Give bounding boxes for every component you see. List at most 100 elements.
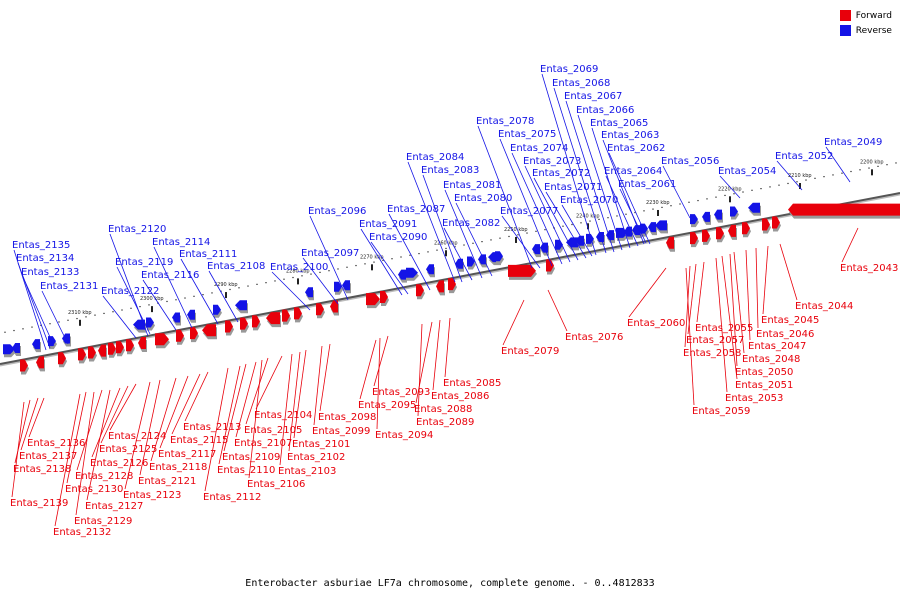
gene-label[interactable]: Entas_2104 bbox=[254, 410, 312, 421]
gene-label[interactable]: Entas_2137 bbox=[19, 451, 77, 462]
reverse-gene-arrow[interactable] bbox=[690, 214, 698, 225]
gene-label[interactable]: Entas_2055 bbox=[695, 323, 753, 334]
reverse-gene-arrow[interactable] bbox=[632, 225, 640, 236]
reverse-gene-arrow[interactable] bbox=[3, 344, 15, 355]
reverse-gene-arrow[interactable] bbox=[146, 317, 154, 328]
gene-label[interactable]: Entas_2132 bbox=[53, 527, 111, 538]
gene-label[interactable]: Entas_2107 bbox=[234, 438, 292, 449]
reverse-gene-arrow[interactable] bbox=[648, 222, 656, 233]
gene-label[interactable]: Entas_2069 bbox=[540, 64, 598, 75]
gene-label[interactable]: Entas_2075 bbox=[498, 129, 556, 140]
reverse-gene-arrow[interactable] bbox=[187, 309, 195, 320]
gene-label[interactable]: Entas_2066 bbox=[576, 105, 634, 116]
gene-label[interactable]: Entas_2095 bbox=[358, 400, 416, 411]
gene-label[interactable]: Entas_2086 bbox=[431, 391, 489, 402]
forward-gene-arrow[interactable] bbox=[666, 236, 674, 249]
reverse-gene-arrow[interactable] bbox=[398, 269, 406, 280]
forward-gene-arrow[interactable] bbox=[788, 203, 900, 216]
gene-label[interactable]: Entas_2058 bbox=[683, 348, 741, 359]
gene-label[interactable]: Entas_2059 bbox=[692, 406, 750, 417]
reverse-gene-arrow[interactable] bbox=[235, 300, 247, 311]
forward-gene-arrow[interactable] bbox=[716, 227, 724, 240]
gene-label[interactable]: Entas_2060 bbox=[627, 318, 685, 329]
gene-label[interactable]: Entas_2115 bbox=[170, 435, 228, 446]
forward-gene-arrow[interactable] bbox=[690, 232, 698, 245]
gene-label[interactable]: Entas_2091 bbox=[359, 219, 417, 230]
forward-gene-arrow[interactable] bbox=[366, 293, 380, 306]
gene-label[interactable]: Entas_2071 bbox=[544, 182, 602, 193]
reverse-gene-arrow[interactable] bbox=[748, 202, 760, 213]
reverse-gene-arrow[interactable] bbox=[133, 319, 145, 330]
forward-gene-arrow[interactable] bbox=[448, 278, 456, 291]
gene-label[interactable]: Entas_2131 bbox=[40, 281, 98, 292]
gene-label[interactable]: Entas_2111 bbox=[179, 249, 237, 260]
forward-gene-arrow[interactable] bbox=[330, 300, 338, 313]
gene-label[interactable]: Entas_2072 bbox=[532, 168, 590, 179]
gene-label[interactable]: Entas_2081 bbox=[443, 180, 501, 191]
gene-label[interactable]: Entas_2121 bbox=[138, 476, 196, 487]
gene-label[interactable]: Entas_2113 bbox=[183, 422, 241, 433]
forward-gene-arrow[interactable] bbox=[266, 312, 280, 325]
gene-label[interactable]: Entas_2127 bbox=[85, 501, 143, 512]
gene-label[interactable]: Entas_2074 bbox=[510, 143, 568, 154]
forward-gene-arrow[interactable] bbox=[36, 356, 44, 369]
reverse-gene-arrow[interactable] bbox=[532, 244, 540, 255]
reverse-gene-arrow[interactable] bbox=[32, 339, 40, 350]
forward-gene-arrow[interactable] bbox=[380, 291, 388, 304]
gene-label[interactable]: Entas_2103 bbox=[278, 466, 336, 477]
gene-label[interactable]: Entas_2061 bbox=[618, 179, 676, 190]
forward-gene-arrow[interactable] bbox=[108, 342, 116, 355]
forward-gene-arrow[interactable] bbox=[126, 339, 134, 352]
gene-label[interactable]: Entas_2118 bbox=[149, 462, 207, 473]
gene-label[interactable]: Entas_2117 bbox=[158, 449, 216, 460]
forward-gene-arrow[interactable] bbox=[155, 333, 169, 346]
gene-label[interactable]: Entas_2048 bbox=[742, 354, 800, 365]
reverse-gene-arrow[interactable] bbox=[334, 281, 342, 292]
forward-gene-arrow[interactable] bbox=[762, 218, 770, 231]
gene-label[interactable]: Entas_2079 bbox=[501, 346, 559, 357]
reverse-gene-arrow[interactable] bbox=[655, 220, 667, 231]
forward-gene-arrow[interactable] bbox=[116, 341, 124, 354]
reverse-gene-arrow[interactable] bbox=[467, 256, 475, 267]
reverse-gene-arrow[interactable] bbox=[305, 287, 313, 298]
gene-label[interactable]: Entas_2125 bbox=[99, 444, 157, 455]
forward-gene-arrow[interactable] bbox=[436, 280, 444, 293]
gene-label[interactable]: Entas_2077 bbox=[500, 206, 558, 217]
gene-label[interactable]: Entas_2083 bbox=[421, 165, 479, 176]
reverse-gene-arrow[interactable] bbox=[730, 206, 738, 217]
gene-label[interactable]: Entas_2120 bbox=[108, 224, 166, 235]
gene-label[interactable]: Entas_2080 bbox=[454, 193, 512, 204]
forward-gene-arrow[interactable] bbox=[225, 320, 233, 333]
forward-gene-arrow[interactable] bbox=[202, 324, 216, 337]
gene-label[interactable]: Entas_2043 bbox=[840, 263, 898, 274]
gene-label[interactable]: Entas_2136 bbox=[27, 438, 85, 449]
forward-gene-arrow[interactable] bbox=[138, 337, 146, 350]
gene-label[interactable]: Entas_2135 bbox=[12, 240, 70, 251]
gene-label[interactable]: Entas_2088 bbox=[414, 404, 472, 415]
reverse-gene-arrow[interactable] bbox=[478, 254, 486, 265]
reverse-gene-arrow[interactable] bbox=[495, 251, 503, 262]
gene-label[interactable]: Entas_2044 bbox=[795, 301, 853, 312]
forward-gene-arrow[interactable] bbox=[252, 315, 260, 328]
forward-gene-arrow[interactable] bbox=[508, 264, 536, 277]
forward-gene-arrow[interactable] bbox=[88, 346, 96, 359]
reverse-gene-arrow[interactable] bbox=[406, 267, 418, 278]
gene-label[interactable]: Entas_2128 bbox=[75, 471, 133, 482]
reverse-gene-arrow[interactable] bbox=[213, 304, 221, 315]
gene-label[interactable]: Entas_2098 bbox=[318, 412, 376, 423]
gene-label[interactable]: Entas_2084 bbox=[406, 152, 464, 163]
forward-gene-arrow[interactable] bbox=[282, 309, 290, 322]
gene-label[interactable]: Entas_2052 bbox=[775, 151, 833, 162]
gene-label[interactable]: Entas_2126 bbox=[90, 458, 148, 469]
gene-label[interactable]: Entas_2100 bbox=[270, 262, 328, 273]
gene-label[interactable]: Entas_2045 bbox=[761, 315, 819, 326]
gene-label[interactable]: Entas_2112 bbox=[203, 492, 261, 503]
gene-label[interactable]: Entas_2064 bbox=[604, 166, 662, 177]
gene-label[interactable]: Entas_2130 bbox=[65, 484, 123, 495]
forward-gene-arrow[interactable] bbox=[294, 307, 302, 320]
forward-gene-arrow[interactable] bbox=[20, 359, 28, 372]
forward-gene-arrow[interactable] bbox=[58, 352, 66, 365]
gene-label[interactable]: Entas_2063 bbox=[601, 130, 659, 141]
gene-label[interactable]: Entas_2076 bbox=[565, 332, 623, 343]
gene-label[interactable]: Entas_2057 bbox=[686, 335, 744, 346]
